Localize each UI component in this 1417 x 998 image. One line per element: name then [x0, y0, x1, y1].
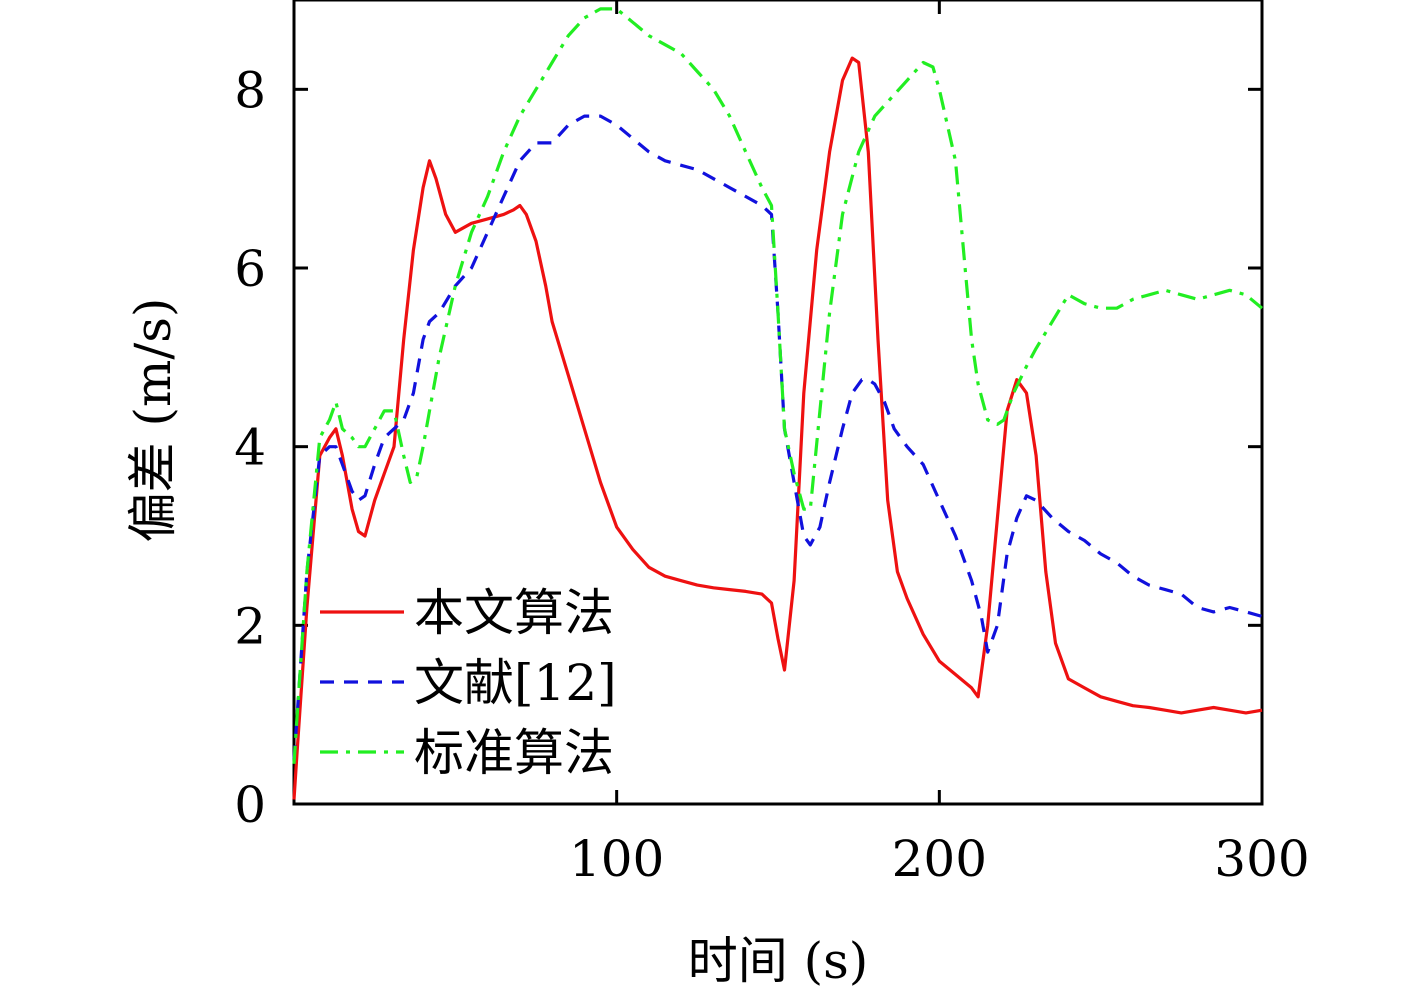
- x-tick-label: 200: [892, 830, 987, 888]
- x-axis-ticks: 100 200 300: [569, 0, 1310, 888]
- y-axis-title: 偏差 (m/s): [124, 298, 182, 543]
- x-tick-label: 100: [569, 830, 664, 888]
- legend-label-0: 本文算法: [414, 584, 614, 642]
- y-tick-label: 6: [234, 240, 266, 298]
- legend-label-1: 文献[12]: [414, 654, 617, 712]
- series-layer: [292, 7, 1264, 800]
- series-line-0: [292, 56, 1263, 800]
- y-tick-label: 4: [234, 419, 266, 477]
- y-tick-label: 8: [234, 61, 266, 119]
- y-tick-label: 2: [234, 597, 266, 655]
- plot-area: [292, 0, 1264, 806]
- y-axis-ticks: 0 2 4 6 8: [234, 61, 1262, 834]
- x-axis-title: 时间 (s): [688, 932, 869, 990]
- legend-label-2: 标准算法: [414, 724, 614, 782]
- x-tick-label: 300: [1214, 830, 1309, 888]
- y-tick-label: 0: [234, 776, 266, 834]
- series-line-2: [292, 7, 1264, 764]
